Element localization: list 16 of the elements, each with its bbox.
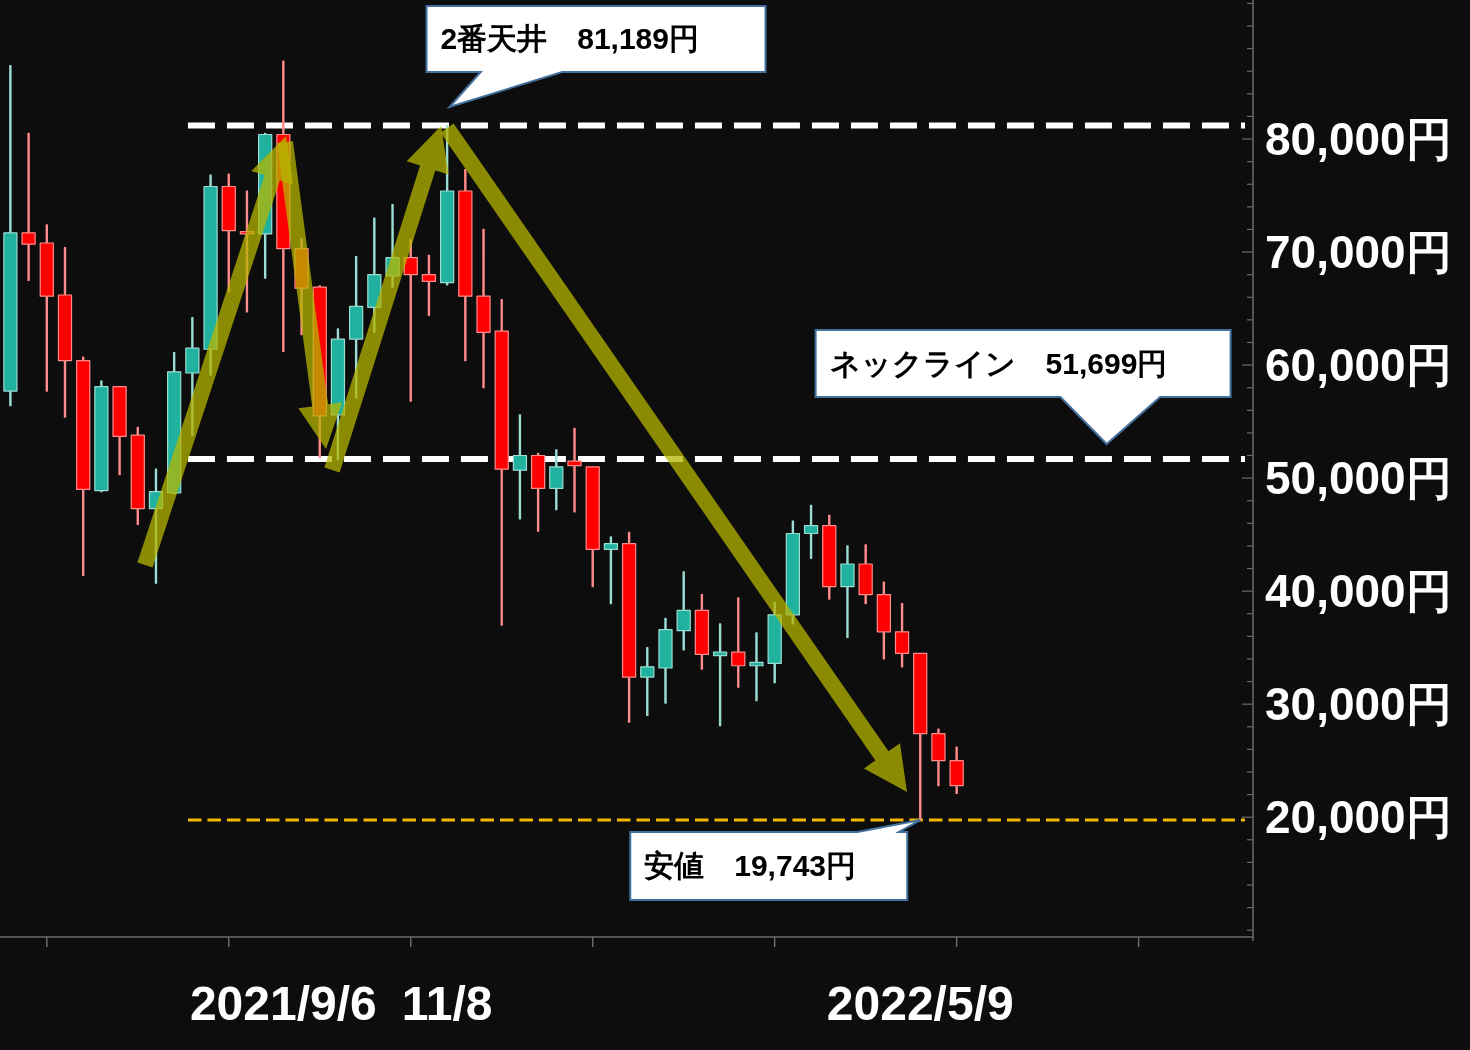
y-tick-label: 70,000円 xyxy=(1265,226,1452,279)
callout: 安値 19,743円 xyxy=(629,819,922,901)
x-tick-label: 11/8 xyxy=(401,976,493,1030)
y-tick-label: 30,000円 xyxy=(1265,678,1452,731)
y-tick-label: 40,000円 xyxy=(1265,565,1452,618)
y-tick-label: 80,000円 xyxy=(1265,113,1452,166)
callout: ネックライン 51,699円 xyxy=(814,329,1232,446)
annotation: 2番天井 81,189円 xyxy=(440,22,699,56)
annotation: ネックライン 51,699円 xyxy=(829,347,1168,380)
callout: 2番天井 81,189円 xyxy=(425,5,767,109)
y-tick-label: 20,000円 xyxy=(1265,791,1452,844)
y-tick-label: 60,000円 xyxy=(1265,339,1452,392)
y-tick-label: 50,000円 xyxy=(1265,452,1452,505)
x-tick-label: 2021/9/6 xyxy=(189,976,377,1030)
x-tick-label: 2022/5/9 xyxy=(826,976,1014,1030)
annotation: 安値 19,743円 xyxy=(644,849,857,883)
